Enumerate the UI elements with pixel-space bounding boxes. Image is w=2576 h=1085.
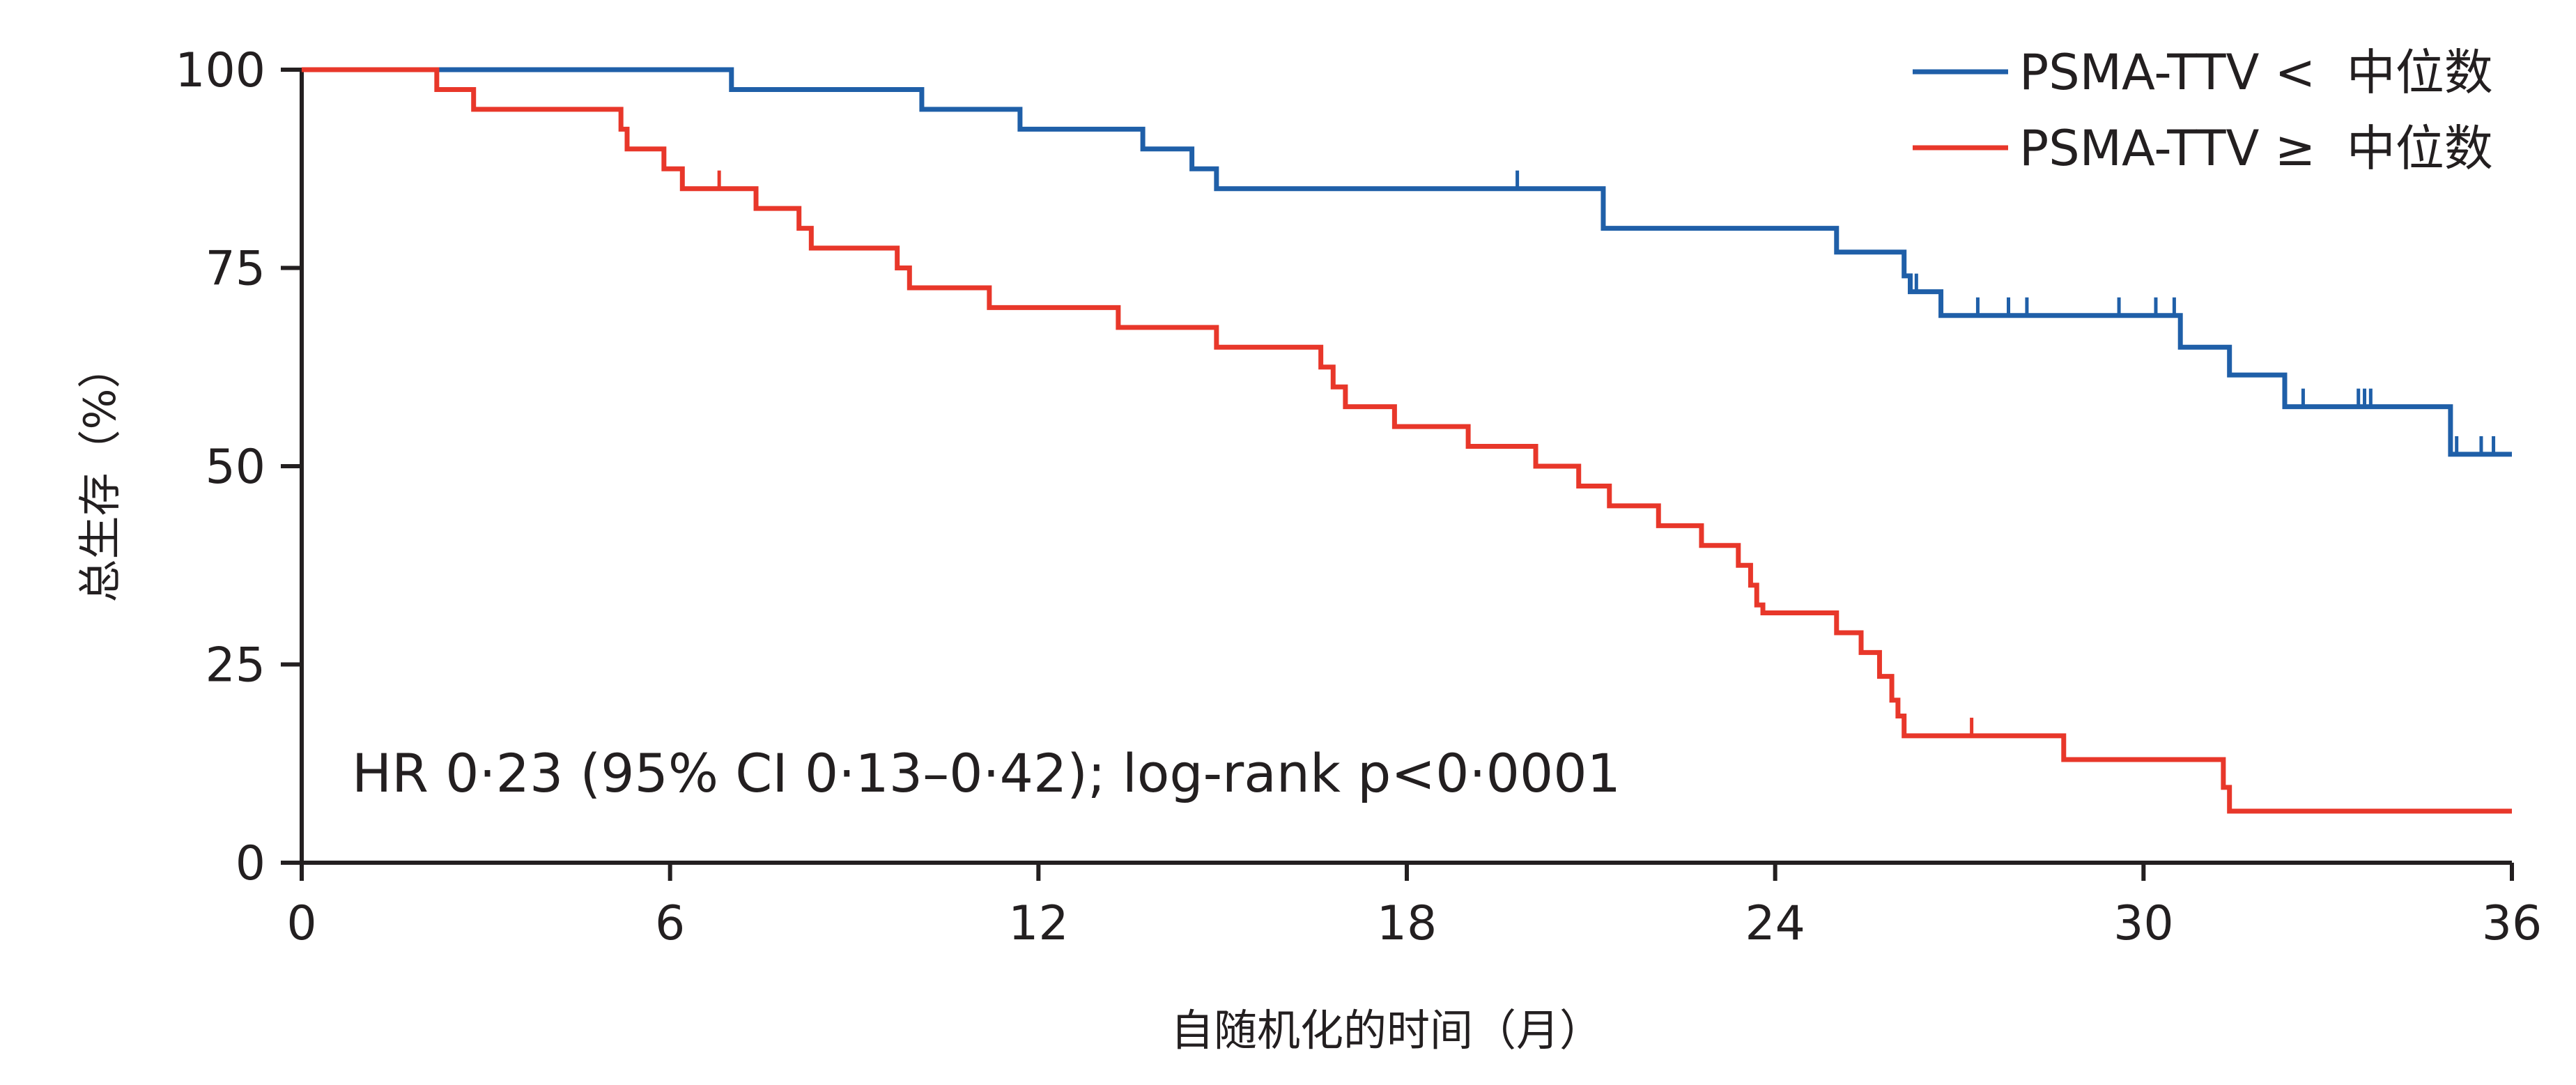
y-tick-label: 75 (205, 242, 265, 297)
survival-curve-1 (302, 67, 2512, 457)
y-axis-label: 总生存（%） (75, 346, 125, 603)
x-tick-label: 30 (2113, 896, 2174, 951)
legend: PSMA-TTV < 中位数 PSMA-TTV ≥ 中位数 (1913, 44, 2493, 177)
survival-curve-2 (302, 67, 2512, 814)
plot-series (302, 67, 2512, 814)
axes: 0 6 12 18 24 30 36 0 25 50 75 100 (175, 43, 2542, 951)
y-tick-label: 0 (236, 836, 265, 891)
hazard-ratio-annotation: HR 0·23 (95% CI 0·13–0·42); log-rank p<0… (352, 742, 1621, 804)
x-tick-label: 12 (1008, 896, 1069, 951)
legend-label-psma-ttv-above-median: PSMA-TTV ≥ 中位数 (2019, 120, 2493, 177)
x-tick-label: 36 (2482, 896, 2543, 951)
x-tick-label: 18 (1377, 896, 1437, 951)
y-tick-label: 100 (175, 43, 265, 98)
y-tick-label: 25 (205, 638, 265, 693)
legend-label-psma-ttv-below-median: PSMA-TTV < 中位数 (2019, 44, 2493, 101)
x-tick-label: 0 (286, 896, 316, 951)
x-tick-label: 6 (655, 896, 685, 951)
y-tick-label: 50 (205, 440, 265, 495)
x-tick-label: 24 (1745, 896, 1805, 951)
x-axis-label: 自随机化的时间（月） (1171, 1005, 1603, 1056)
